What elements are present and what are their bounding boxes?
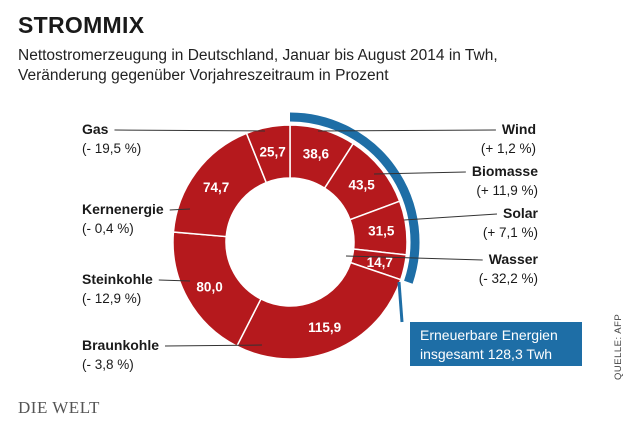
value-label-braunkohle: 115,9 bbox=[308, 320, 341, 335]
renewables-callout: Erneuerbare Energien insgesamt 128,3 Twh bbox=[410, 322, 582, 366]
leader-solar bbox=[403, 213, 498, 221]
callout-line-2: insgesamt 128,3 Twh bbox=[420, 346, 553, 362]
value-label-kernenergie: 74,7 bbox=[203, 180, 229, 195]
renewables-pointer bbox=[397, 281, 404, 323]
subtitle-line-2: Veränderung gegenüber Vorjahreszeitraum … bbox=[18, 67, 389, 84]
change-wasser: (- 32,2 %) bbox=[479, 271, 538, 286]
segment-braunkohle bbox=[235, 261, 402, 360]
leader-steinkohle bbox=[158, 279, 191, 282]
label-kernenergie: Kernenergie bbox=[82, 201, 164, 217]
leader-braunkohle bbox=[165, 344, 263, 347]
label-gas: Gas bbox=[82, 121, 109, 137]
label-wasser: Wasser bbox=[489, 251, 539, 267]
label-braunkohle: Braunkohle bbox=[82, 337, 159, 353]
change-wind: (+ 1,2 %) bbox=[481, 141, 536, 156]
leader-biomasse bbox=[373, 171, 466, 175]
chart-title: STROMMIX bbox=[18, 12, 145, 38]
renewables-arc bbox=[289, 112, 420, 284]
source-credit: QUELLE: AFP bbox=[613, 313, 624, 380]
callout-line-1: Erneuerbare Energien bbox=[420, 327, 558, 343]
leader-wasser bbox=[345, 255, 483, 261]
value-label-solar: 31,5 bbox=[368, 224, 395, 239]
label-steinkohle: Steinkohle bbox=[82, 271, 153, 287]
change-biomasse: (+ 11,9 %) bbox=[476, 183, 538, 198]
leader-kernenergie bbox=[169, 208, 191, 211]
label-solar: Solar bbox=[503, 205, 539, 221]
change-kernenergie: (- 0,4 %) bbox=[82, 221, 134, 236]
publisher-logo: DIE WELT bbox=[18, 398, 100, 417]
value-label-steinkohle: 80,0 bbox=[196, 280, 222, 295]
change-steinkohle: (- 12,9 %) bbox=[82, 291, 141, 306]
change-gas: (- 19,5 %) bbox=[82, 141, 141, 156]
value-label-biomasse: 43,5 bbox=[349, 177, 376, 192]
leader-wind bbox=[317, 129, 496, 132]
label-biomasse: Biomasse bbox=[472, 163, 538, 179]
change-braunkohle: (- 3,8 %) bbox=[82, 357, 134, 372]
segment-gas bbox=[245, 124, 291, 184]
subtitle-line-1: Nettostromerzeugung in Deutschland, Janu… bbox=[18, 47, 498, 64]
chart-subtitle: Nettostromerzeugung in Deutschland, Janu… bbox=[18, 46, 498, 86]
value-label-wasser: 14,7 bbox=[367, 255, 393, 270]
change-solar: (+ 7,1 %) bbox=[483, 225, 538, 240]
label-wind: Wind bbox=[502, 121, 536, 137]
value-label-gas: 25,7 bbox=[259, 145, 285, 160]
leader-gas bbox=[114, 129, 266, 132]
value-label-wind: 38,6 bbox=[303, 147, 330, 162]
